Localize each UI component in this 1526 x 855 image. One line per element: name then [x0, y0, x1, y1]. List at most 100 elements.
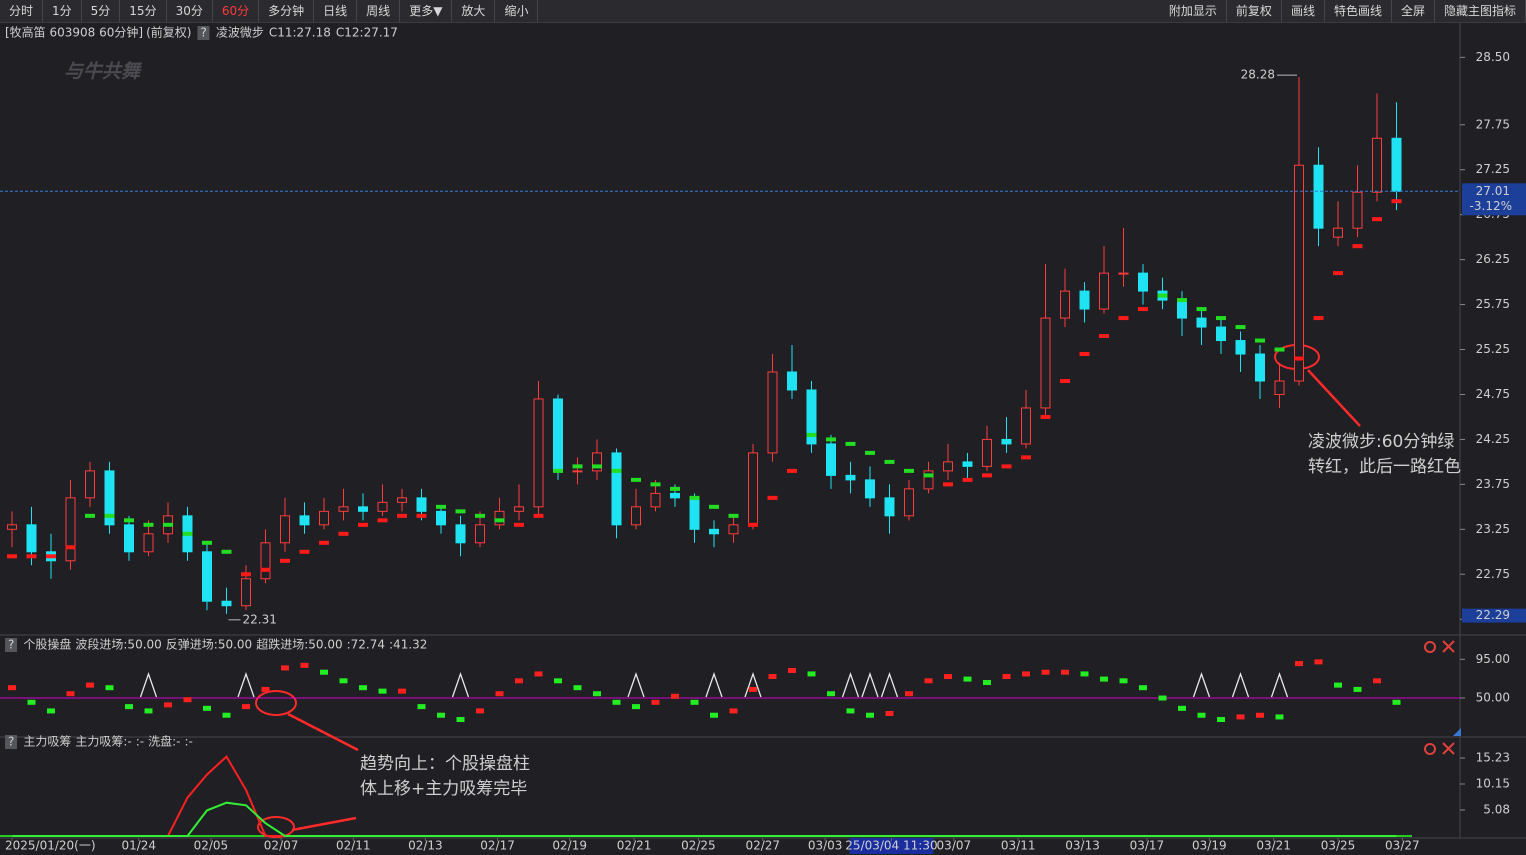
oscillator-dash [203, 705, 211, 711]
oscillator-dash [476, 708, 484, 714]
header-text: (前复权) [146, 25, 191, 40]
step-dot [26, 554, 37, 559]
toolbar-button[interactable]: 日线 [314, 0, 358, 22]
oscillator-dash [1061, 669, 1069, 675]
step-dot [631, 477, 641, 482]
candle-body [943, 461, 953, 472]
oscillator-dash [788, 667, 796, 673]
candle-body [514, 506, 524, 512]
oscillator-dash [534, 671, 543, 677]
step-dot [553, 468, 563, 473]
last-price-label: 27.01 [1476, 184, 1510, 198]
candle-body [397, 497, 407, 503]
y-tick-label: 5.08 [1483, 802, 1510, 816]
oscillator-dash [378, 688, 387, 694]
oscillator-dash [1256, 712, 1264, 718]
step-dot [104, 513, 115, 518]
step-dot [611, 468, 622, 473]
toolbar-button[interactable]: 画线 [1282, 0, 1325, 22]
candle-body [494, 510, 505, 526]
oscillator-dash [66, 691, 75, 697]
toolbar-button[interactable]: 附加显示 [1160, 0, 1227, 22]
oscillator-dash [27, 699, 36, 705]
toolbar-button[interactable]: 全屏 [1392, 0, 1435, 22]
toolbar-button[interactable]: 多分钟 [259, 0, 315, 22]
y-tick-label: 25.75 [1476, 297, 1510, 311]
step-dot [709, 504, 719, 509]
oscillator-dash [1022, 671, 1030, 677]
oscillator-dash [593, 691, 601, 697]
step-dot [416, 513, 427, 518]
toolbar-button[interactable]: 特色画线 [1325, 0, 1392, 22]
toolbar-button[interactable]: 分时 [0, 0, 44, 22]
candle-body [689, 497, 700, 530]
x-tick-label: 03/27 [1385, 839, 1420, 853]
candle-body [1313, 164, 1324, 229]
step-dot [982, 473, 992, 478]
annotation: 趋势向上：个股操盘柱 [360, 754, 530, 774]
step-dot [143, 522, 154, 527]
step-dot [377, 518, 388, 523]
toolbar-button[interactable]: 1分 [43, 0, 82, 22]
step-dot [1021, 455, 1031, 460]
step-dot [338, 531, 349, 536]
x-tick-label: 01/24 [121, 839, 156, 853]
candle-body [553, 398, 563, 472]
step-dot [1001, 464, 1012, 469]
candle-body [962, 461, 973, 467]
step-dot [923, 473, 934, 478]
candle-body [826, 443, 836, 476]
toolbar-button[interactable]: 5分 [82, 0, 121, 22]
oscillator-dash [554, 678, 562, 684]
header-text: :- [185, 735, 193, 749]
toolbar-button[interactable]: 前复权 [1227, 0, 1282, 22]
change-label: -3.12% [1470, 199, 1512, 213]
candle-body [845, 474, 856, 481]
toolbar-button[interactable]: 隐藏主图指标 [1435, 0, 1526, 22]
arrow [291, 816, 357, 832]
y-tick-label: 23.25 [1476, 522, 1510, 536]
candle-body [280, 515, 290, 544]
step-dot [182, 531, 193, 536]
toolbar-button[interactable]: 60分 [213, 0, 260, 22]
toolbar-button[interactable]: 缩小 [495, 0, 539, 22]
header-text: 个股操盘 [23, 637, 71, 652]
step-dot [1352, 244, 1363, 249]
candle-body [455, 524, 466, 544]
candle-body [865, 479, 875, 499]
step-dot [865, 450, 875, 455]
toolbar-button[interactable]: 30分 [167, 0, 213, 22]
candle-body [1216, 326, 1226, 342]
y-tick-label: 24.25 [1476, 432, 1510, 446]
y-tick-label: 22.75 [1476, 567, 1510, 581]
toolbar-button[interactable]: 15分 [120, 0, 167, 22]
step-dot [748, 522, 758, 527]
candle-body [748, 452, 758, 526]
oscillator-dash [105, 685, 114, 691]
gear-icons[interactable] [1424, 640, 1455, 755]
candle-body [884, 497, 895, 517]
toolbar-button[interactable]: 放大 [452, 0, 496, 22]
annotation: 体上移+主力吸筹完毕 [360, 779, 527, 799]
header-text: 波段进场:50.00 [75, 637, 161, 652]
spike-line [12, 801, 1397, 837]
toolbar-button[interactable]: 更多▼ [400, 0, 453, 22]
candle-body [260, 542, 271, 580]
high-label: 28.28 [1241, 68, 1275, 82]
header-text: 凌波微步 [216, 26, 264, 40]
candle-body [1118, 272, 1129, 275]
oscillator-dash [651, 699, 660, 705]
x-tick-label: 03/21 [1256, 839, 1291, 853]
toolbar: 分时 1分 5分 15分 30分 60分 多分钟 日线 周线 更多▼ 放大 缩小 附加显示 前复权 画线 特色… [0, 0, 1526, 23]
signal [744, 672, 762, 698]
candle-body [104, 470, 115, 526]
oscillator-dash [339, 678, 348, 684]
header-text: :41.32 [389, 638, 427, 652]
candle-body [572, 470, 583, 473]
toolbar-button[interactable]: 周线 [357, 0, 401, 22]
step-dot [767, 495, 778, 500]
oscillator-dash [1392, 699, 1401, 705]
header-text: :- [136, 735, 144, 749]
candle-body [709, 528, 719, 535]
oscillator-dash [495, 691, 504, 697]
